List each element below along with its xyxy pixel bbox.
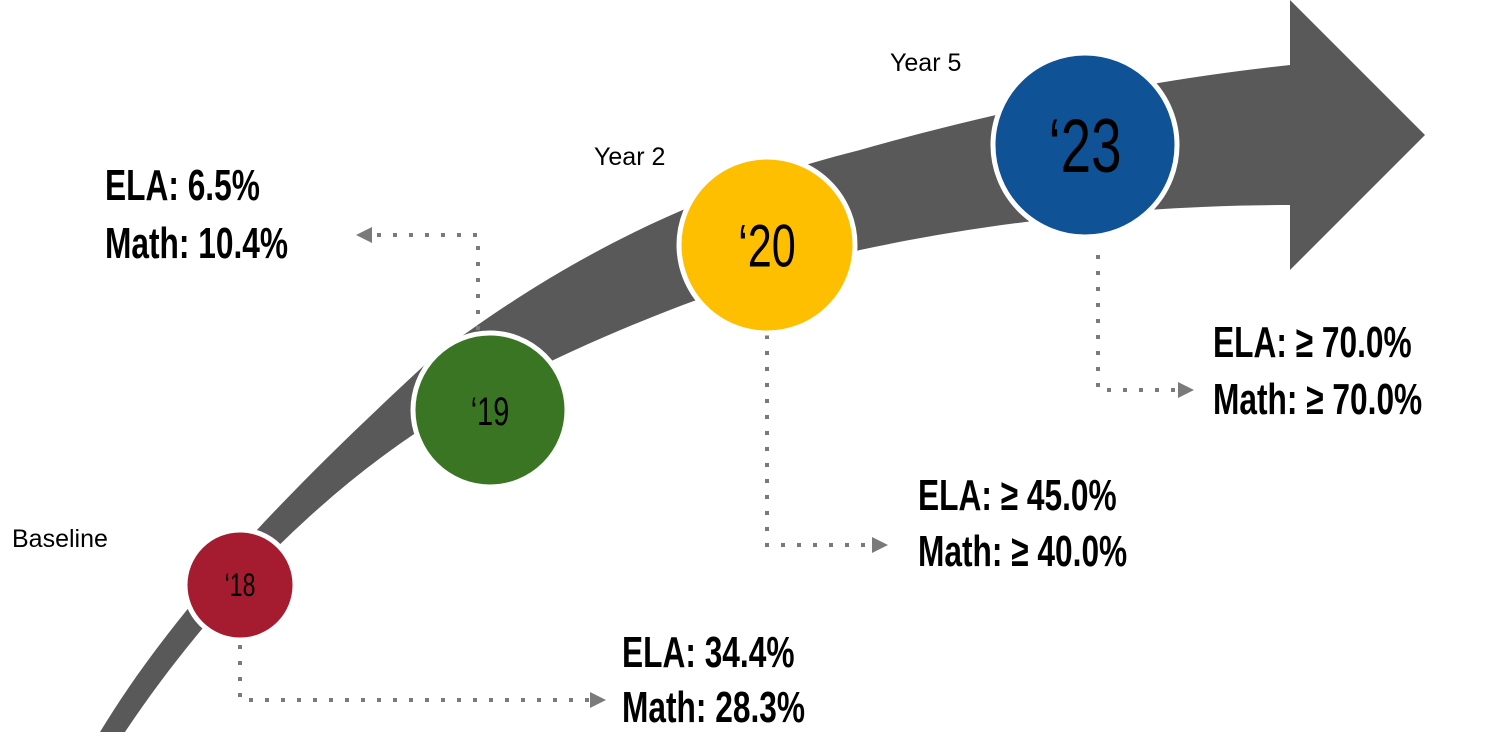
connector-arrowhead <box>872 537 888 553</box>
stat-text: ELA: 34.4% <box>622 628 794 677</box>
stat-text: ELA: 6.5% <box>105 161 260 210</box>
stat-text: Math: 10.4% <box>105 219 288 268</box>
milestone-circle <box>990 50 1180 240</box>
connector-arrowhead <box>1178 382 1194 398</box>
connector <box>238 645 590 702</box>
connector <box>765 335 872 547</box>
milestone-label: ‘18 <box>225 567 256 603</box>
stat-text: Math: 28.3% <box>622 683 805 732</box>
connector <box>1096 255 1178 392</box>
milestone-label: ‘19 <box>471 390 509 435</box>
stat-text: Math: ≥ 40.0% <box>918 527 1127 576</box>
milestone-circle <box>182 527 298 643</box>
milestone-label: ‘20 <box>738 214 796 281</box>
stat-text: ELA: ≥ 45.0% <box>918 471 1117 520</box>
connector <box>372 233 480 330</box>
milestone-circle <box>676 154 858 336</box>
connector-arrowhead <box>590 692 606 708</box>
caption: Year 5 <box>890 49 962 77</box>
milestone-circle <box>410 330 570 490</box>
milestone-label: ‘23 <box>1048 105 1121 190</box>
caption: Baseline <box>12 525 108 553</box>
caption: Year 2 <box>594 143 666 171</box>
connector-arrowhead <box>356 227 372 243</box>
stat-text: ELA: ≥ 70.0% <box>1213 318 1412 367</box>
stat-text: Math: ≥ 70.0% <box>1213 375 1422 424</box>
